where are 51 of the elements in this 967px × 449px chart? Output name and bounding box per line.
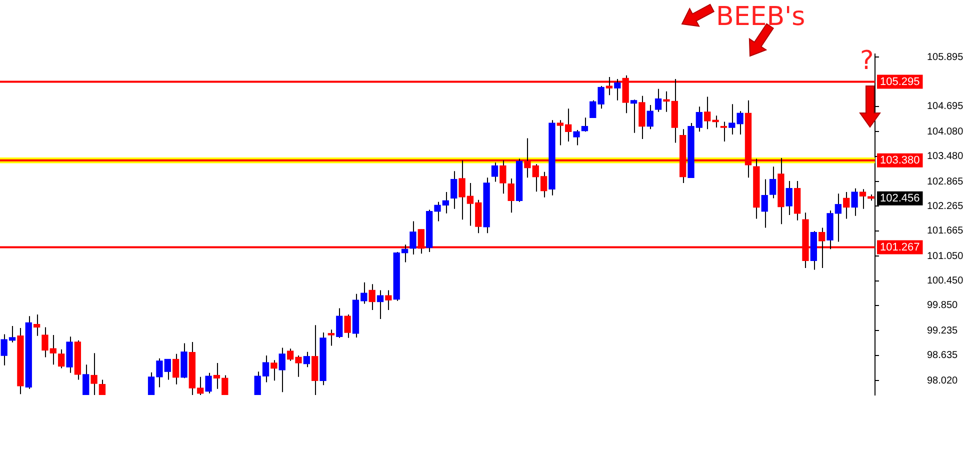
- text: BEEB's: [716, 2, 806, 32]
- y-tick-label: 100.450: [927, 276, 964, 287]
- annotation: ?: [860, 46, 874, 76]
- candlestick: [205, 372, 212, 394]
- candlestick: [33, 314, 40, 336]
- y-tick-label: 99.850: [927, 300, 958, 312]
- candlestick: [344, 314, 351, 338]
- candlestick: [761, 178, 768, 228]
- candlestick: [614, 78, 621, 101]
- candlestick: [491, 162, 498, 182]
- candlestick: [508, 178, 514, 214]
- candlestick: [328, 329, 335, 346]
- ref-line-label: 105.295: [880, 76, 920, 88]
- text: 102.456: [880, 192, 920, 204]
- candlestick: [58, 348, 65, 369]
- candlestick: [90, 352, 98, 396]
- candlestick: [573, 130, 580, 146]
- candlestick: [368, 284, 376, 310]
- y-tick-label: 104.080: [927, 126, 964, 138]
- ref-line-label: 101.267: [880, 241, 920, 254]
- y-tick-label: 104.695: [927, 101, 964, 112]
- candlestick: [336, 308, 343, 338]
- candlestick: [450, 170, 458, 210]
- candlestick: [851, 188, 858, 216]
- candlestick: [786, 180, 792, 216]
- candlestick: [303, 351, 310, 368]
- candlestick: [769, 166, 776, 199]
- ref-line-label: 103.380: [880, 154, 920, 166]
- candlestick: [82, 364, 90, 396]
- candlestick: [646, 104, 654, 130]
- y-tick-label: 102.865: [927, 176, 964, 188]
- candlestick: [720, 121, 728, 142]
- candlestick: [270, 360, 278, 382]
- candlestick: [376, 290, 384, 320]
- candlestick: [278, 347, 286, 393]
- candlestick: [410, 220, 416, 255]
- y-tick-label: 105.895: [927, 52, 964, 63]
- candlestick: [581, 117, 588, 132]
- candlestick: [385, 290, 392, 310]
- y-tick-label: 103.480: [927, 151, 964, 162]
- candlestick: [843, 192, 850, 220]
- y-tick-label: 98.635: [927, 350, 958, 362]
- y-tick-label: 101.665: [927, 226, 964, 237]
- candlestick: [630, 99, 638, 134]
- y-tick-label: 98.020: [927, 375, 958, 386]
- candlestick: [654, 88, 662, 112]
- candlestick: [98, 379, 106, 396]
- y-tick-label: 101.050: [927, 250, 964, 262]
- candlestick: [172, 353, 180, 385]
- y-tick-label: 99.235: [927, 325, 958, 336]
- y-tick-label: 102.265: [927, 200, 964, 212]
